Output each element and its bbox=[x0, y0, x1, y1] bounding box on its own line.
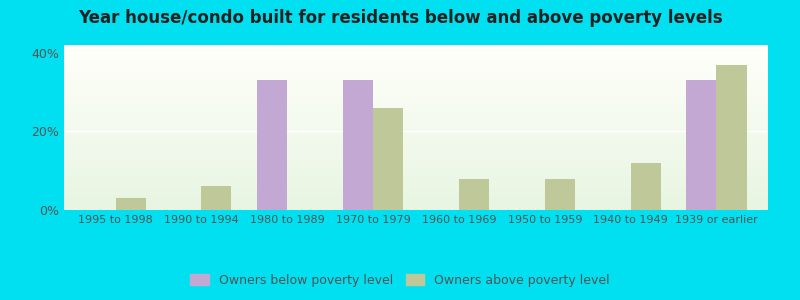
Bar bbox=[115, 198, 146, 210]
Bar bbox=[257, 80, 287, 210]
Bar bbox=[686, 80, 717, 210]
Bar bbox=[373, 108, 403, 210]
Bar bbox=[545, 178, 575, 210]
Text: Year house/condo built for residents below and above poverty levels: Year house/condo built for residents bel… bbox=[78, 9, 722, 27]
Bar bbox=[717, 64, 746, 210]
Legend: Owners below poverty level, Owners above poverty level: Owners below poverty level, Owners above… bbox=[186, 270, 614, 291]
Bar bbox=[202, 186, 231, 210]
Bar bbox=[343, 80, 373, 210]
Bar bbox=[459, 178, 489, 210]
Bar bbox=[630, 163, 661, 210]
